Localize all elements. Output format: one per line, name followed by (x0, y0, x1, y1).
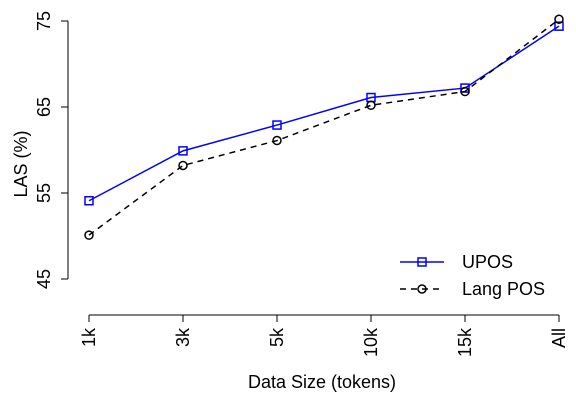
data-point-lang-pos (554, 14, 564, 25)
y-tick-label: 45 (34, 269, 54, 289)
data-point-lang-pos (84, 230, 94, 240)
y-tick-label: 65 (34, 97, 54, 117)
data-point-upos (84, 195, 94, 206)
y-tick-label: 75 (34, 11, 54, 31)
y-tick-label: 55 (34, 183, 54, 203)
x-axis-label: Data Size (tokens) (248, 372, 396, 392)
legend-label-upos: UPOS (462, 252, 513, 272)
data-point-upos (554, 21, 564, 31)
series-lang-pos (84, 14, 564, 240)
data-point-lang-pos (272, 135, 282, 146)
y-axis-label: LAS (%) (11, 130, 31, 197)
series-upos (84, 21, 564, 206)
data-point-upos (272, 120, 282, 130)
series-line-lang-pos (88, 18, 560, 236)
data-point-lang-pos (460, 86, 470, 97)
data-point-lang-pos (366, 100, 376, 111)
x-tick-label: 3k (173, 327, 193, 347)
plot-area: 45 55 65 75 1k 3k 5k 10k 15k All (34, 11, 569, 357)
x-tick-label: 10k (361, 327, 381, 357)
legend-entry-upos: UPOS (400, 252, 513, 272)
y-ticks: 45 55 65 75 (34, 11, 68, 289)
x-tick-label: All (549, 328, 569, 348)
x-tick-label: 5k (267, 327, 287, 347)
x-tick-label: 15k (455, 327, 475, 357)
legend: UPOS Lang POS (400, 252, 545, 299)
data-point-lang-pos (178, 160, 188, 171)
legend-entry-lang-pos: Lang POS (400, 279, 545, 299)
data-point-upos (178, 146, 188, 156)
legend-label-lang-pos: Lang POS (462, 279, 545, 299)
x-tick-label: 1k (79, 327, 99, 347)
series-line-upos (88, 25, 560, 202)
series-layer (84, 14, 564, 240)
x-ticks: 1k 3k 5k 10k 15k All (79, 315, 569, 357)
